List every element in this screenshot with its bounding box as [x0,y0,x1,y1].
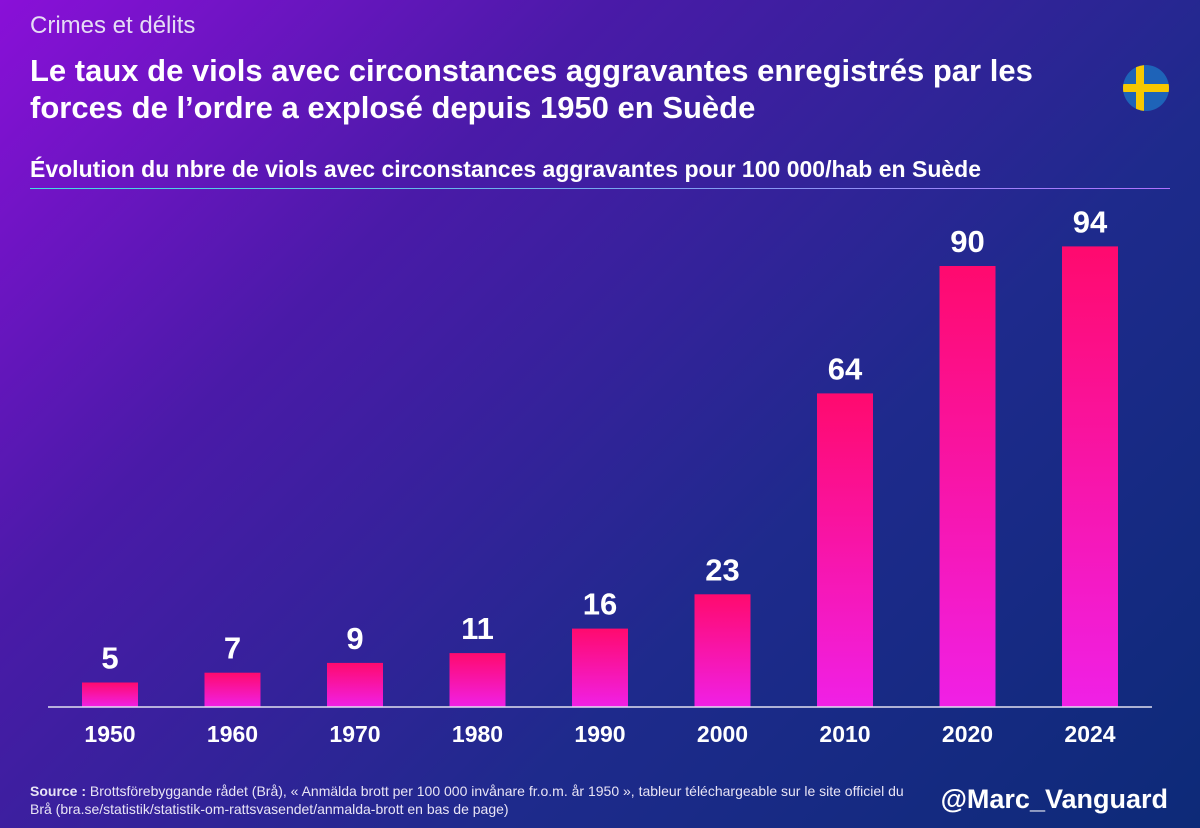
data-label-1970: 9 [346,621,363,656]
category-label: Crimes et délits [30,12,196,39]
bar-1980 [449,653,506,707]
data-label-1960: 7 [224,631,241,666]
chart-title: Évolution du nbre de viols avec circonst… [30,156,981,182]
bar-2020 [939,266,996,707]
data-label-2024: 94 [1073,204,1108,239]
x-tick-label-1950: 1950 [84,721,135,747]
data-label-2020: 90 [950,224,984,259]
bar-1990 [572,628,628,707]
bar-1960 [204,672,261,707]
data-label-1990: 16 [583,587,617,622]
bar-2024 [1062,246,1118,707]
data-label-2000: 23 [705,552,739,587]
x-tick-label-1980: 1980 [452,721,503,747]
bar-2000 [694,594,751,707]
source-label: Source : [30,783,87,799]
data-label-2010: 64 [828,351,863,386]
bar-1970 [327,662,383,707]
author-handle: @Marc_Vanguard [940,784,1168,814]
page-title: Le taux de viols avec circonstances aggr… [30,53,1033,125]
data-label-1950: 5 [101,641,118,676]
data-label-1980: 11 [461,611,494,646]
bar-1950 [82,682,138,707]
source-text: Brottsförebyggande rådet (Brå), « Anmäld… [30,783,904,817]
bar-2010 [817,393,873,707]
x-tick-label-1960: 1960 [207,721,258,747]
x-tick-label-2010: 2010 [819,721,870,747]
x-tick-label-2000: 2000 [697,721,748,747]
x-tick-label-1990: 1990 [574,721,625,747]
sweden-flag-icon [1123,65,1169,111]
bar-chart: 5 1950 7 1960 9 1970 11 1980 16 1990 23 2000 64 2010 9… [48,204,1152,747]
source-note: Source : Brottsförebyggande rådet (Brå),… [30,782,910,818]
x-tick-label-2020: 2020 [942,721,993,747]
x-tick-label-1970: 1970 [329,721,380,747]
subtitle-divider [30,188,1170,189]
x-tick-label-2024: 2024 [1064,721,1115,747]
